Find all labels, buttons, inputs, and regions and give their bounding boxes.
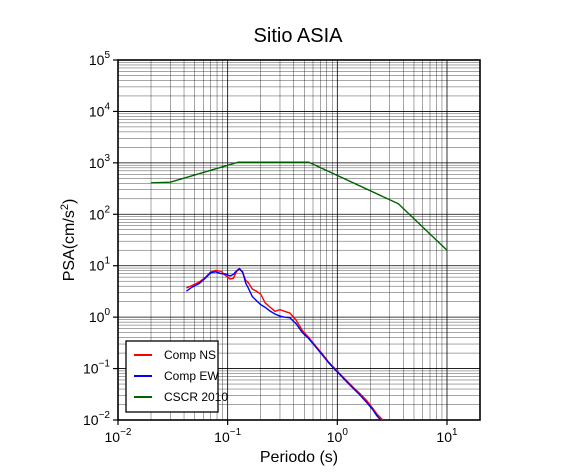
y-tick-label: 10−2 <box>83 410 110 428</box>
y-tick-label: 10−1 <box>83 359 110 377</box>
x-tick-label: 100 <box>327 427 349 445</box>
y-tick-exponent: −2 <box>99 410 111 421</box>
y-tick-base: 10 <box>89 52 105 68</box>
y-tick-label: 103 <box>89 153 111 171</box>
y-tick-label: 105 <box>89 50 111 68</box>
legend-label-comp-ew: Comp EW <box>164 369 219 383</box>
y-tick-label: 101 <box>89 256 111 274</box>
series-layer <box>150 161 448 420</box>
x-tick-base: 10 <box>105 429 121 445</box>
chart-title: Sitio ASIA <box>254 25 344 47</box>
x-tick-base: 10 <box>436 429 452 445</box>
y-axis-label-close: ) <box>61 199 78 204</box>
x-tick-label: 101 <box>436 427 458 445</box>
y-tick-base: 10 <box>89 309 105 325</box>
legend-label-cscr-2010: CSCR 2010 <box>164 390 228 404</box>
y-tick-exponent: 4 <box>104 101 110 112</box>
x-tick-exponent: −1 <box>230 427 242 438</box>
series-line-comp-ns <box>186 267 384 420</box>
y-tick-base: 10 <box>83 361 99 377</box>
x-axis-label: Periodo (s) <box>260 449 338 466</box>
y-axis-label-main: PSA(cm/s <box>61 210 78 281</box>
series-line-comp-ew <box>185 268 382 420</box>
y-tick-base: 10 <box>89 206 105 222</box>
x-tick-exponent: 0 <box>342 427 348 438</box>
y-tick-label: 104 <box>89 101 111 119</box>
y-tick-exponent: −1 <box>99 359 111 370</box>
x-tick-label: 10−1 <box>214 427 241 445</box>
y-axis-label-superscript: 2 <box>59 204 71 210</box>
x-tick-label: 10−2 <box>105 427 132 445</box>
y-tick-label: 102 <box>89 204 111 222</box>
legend-label-comp-ns: Comp NS <box>164 348 216 362</box>
y-tick-base: 10 <box>89 103 105 119</box>
x-tick-base: 10 <box>214 429 230 445</box>
legend: Comp NS Comp EW CSCR 2010 <box>125 340 228 413</box>
y-axis-label: PSA(cm/s2) <box>59 199 78 282</box>
y-tick-exponent: 3 <box>104 153 110 164</box>
y-tick-exponent: 1 <box>104 256 110 267</box>
x-tick-base: 10 <box>327 429 343 445</box>
y-tick-exponent: 5 <box>104 50 110 61</box>
y-tick-base: 10 <box>89 258 105 274</box>
y-tick-label: 100 <box>89 307 111 325</box>
x-axis-ticks: 10−2 10−1 100 101 <box>105 420 458 445</box>
y-tick-exponent: 0 <box>104 307 110 318</box>
x-tick-exponent: 1 <box>452 427 458 438</box>
y-tick-base: 10 <box>89 155 105 171</box>
plot-frame <box>117 59 481 421</box>
y-tick-base: 10 <box>83 412 99 428</box>
x-tick-exponent: −2 <box>120 427 132 438</box>
y-tick-exponent: 2 <box>104 204 110 215</box>
series-line-cscr-2010 <box>150 161 448 251</box>
